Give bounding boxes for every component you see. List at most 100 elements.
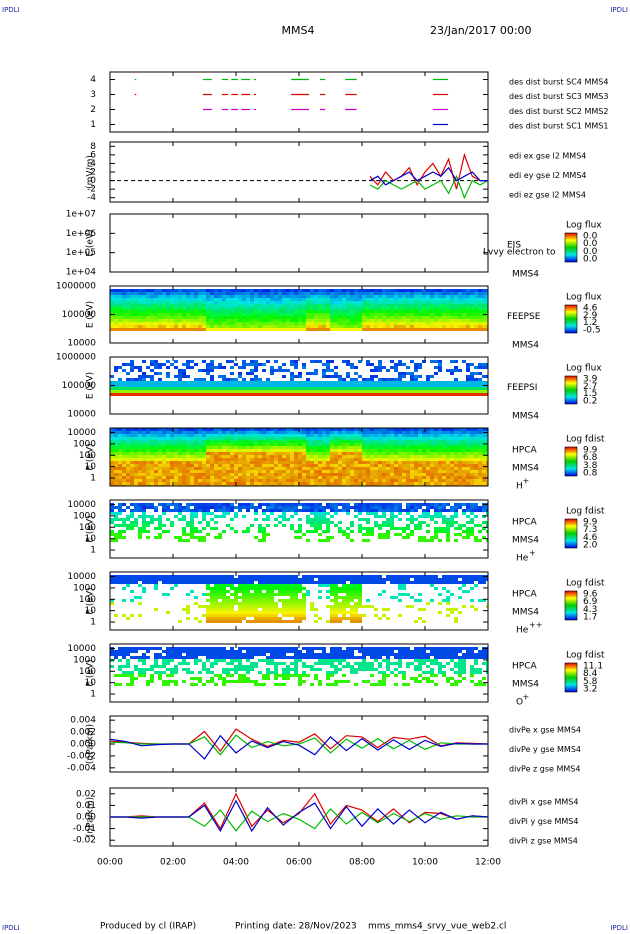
spectrogram-cell bbox=[382, 298, 386, 301]
spectrogram-cell bbox=[378, 307, 382, 310]
spectrogram-cell bbox=[110, 440, 114, 443]
spectrogram-cell bbox=[194, 443, 198, 446]
spectrogram-cell bbox=[458, 307, 462, 310]
spectrogram-cell bbox=[482, 482, 486, 485]
spectrogram-cell bbox=[122, 461, 126, 464]
spectrogram-cell bbox=[438, 363, 442, 366]
spectrogram-cell bbox=[130, 479, 134, 482]
spectrogram-cell bbox=[446, 289, 450, 292]
spectrogram-cell bbox=[258, 440, 262, 443]
spectrogram-cell bbox=[274, 470, 278, 473]
spectrogram-cell bbox=[110, 437, 114, 440]
spectrogram-cell bbox=[362, 527, 366, 530]
spectrogram-cell bbox=[362, 443, 366, 446]
spectrogram-cell bbox=[370, 307, 374, 310]
spectrogram-cell bbox=[242, 390, 246, 393]
spectrogram-cell bbox=[374, 479, 378, 482]
spectrogram-cell bbox=[434, 372, 438, 375]
spectrogram-cell bbox=[306, 431, 310, 434]
spectrogram-cell bbox=[170, 384, 174, 387]
spectrogram-cell bbox=[250, 390, 254, 393]
spectrogram-cell bbox=[210, 393, 214, 396]
spectrogram-cell bbox=[358, 393, 362, 396]
spectrogram-cell bbox=[114, 434, 118, 437]
spectrogram-cell bbox=[462, 360, 466, 363]
spectrogram-cell bbox=[266, 378, 270, 381]
spectrogram-cell bbox=[146, 437, 150, 440]
spectrogram-cell bbox=[178, 440, 182, 443]
spectrogram-cell bbox=[390, 473, 394, 476]
spacecraft-label: MMS4 bbox=[512, 412, 539, 422]
spectrogram-cell bbox=[290, 515, 294, 518]
spectrogram-cell bbox=[290, 375, 294, 378]
spectrogram-cell bbox=[122, 437, 126, 440]
spectrogram-cell bbox=[334, 319, 338, 322]
spectrogram-cell bbox=[462, 524, 466, 527]
spectrogram-cell bbox=[330, 536, 334, 539]
spectrogram-cell bbox=[470, 527, 474, 530]
y-axis-label: E (eV) bbox=[86, 229, 96, 256]
spectrogram-cell bbox=[154, 316, 158, 319]
spectrogram-cell bbox=[110, 533, 114, 536]
spectrogram-cell bbox=[382, 479, 386, 482]
spectrogram-cell bbox=[230, 446, 234, 449]
spectrogram-cell bbox=[410, 378, 414, 381]
spectrogram-cell bbox=[262, 307, 266, 310]
spectrogram-cell bbox=[170, 322, 174, 325]
spectrogram-cell bbox=[482, 289, 486, 292]
spectrogram-cell bbox=[302, 449, 306, 452]
spectrogram-cell bbox=[238, 393, 242, 396]
spectrogram-cell bbox=[334, 524, 338, 527]
spectrogram-cell bbox=[334, 428, 338, 431]
spectrogram-cell bbox=[214, 325, 218, 328]
spectrogram-cell bbox=[458, 390, 462, 393]
spectrogram-cell bbox=[186, 431, 190, 434]
spectrogram-cell bbox=[470, 473, 474, 476]
spectrogram-cell bbox=[478, 384, 482, 387]
spectrogram-cell bbox=[150, 434, 154, 437]
spectrogram-cell bbox=[222, 446, 226, 449]
spectrogram-cell bbox=[446, 316, 450, 319]
spectrogram-cell bbox=[198, 539, 202, 542]
spectrogram-cell bbox=[382, 506, 386, 509]
spectrogram-cell bbox=[242, 316, 246, 319]
spectrogram-cell bbox=[274, 381, 278, 384]
spectrogram-cell bbox=[438, 292, 442, 295]
spectrogram-cell bbox=[330, 470, 334, 473]
spectrogram-cell bbox=[462, 384, 466, 387]
spectrogram-cell bbox=[410, 381, 414, 384]
spectrogram-cell bbox=[318, 539, 322, 542]
spectrogram-cell bbox=[234, 515, 238, 518]
spectrogram-cell bbox=[218, 452, 222, 455]
spectrogram-cell bbox=[434, 325, 438, 328]
spectrogram-cell bbox=[162, 449, 166, 452]
spectrogram-cell bbox=[242, 455, 246, 458]
y-tick-label: -4 bbox=[87, 193, 96, 203]
spectrogram-cell bbox=[474, 470, 478, 473]
spectrogram-cell bbox=[254, 428, 258, 431]
spectrogram-cell bbox=[382, 428, 386, 431]
spectrogram-cell bbox=[418, 443, 422, 446]
y-tick-label: 4 bbox=[90, 159, 96, 169]
spectrogram-cell bbox=[278, 307, 282, 310]
spectrogram-cell bbox=[250, 449, 254, 452]
spectrogram-cell bbox=[478, 322, 482, 325]
spectrogram-cell bbox=[190, 393, 194, 396]
spectrogram-cell bbox=[358, 328, 362, 331]
spectrogram-cell bbox=[154, 434, 158, 437]
spectrogram-cell bbox=[114, 470, 118, 473]
spectrogram-cell bbox=[350, 467, 354, 470]
spectrogram-cell bbox=[358, 322, 362, 325]
spectrogram-cell bbox=[394, 527, 398, 530]
spectrogram-cell bbox=[306, 310, 310, 313]
spectrogram-cell bbox=[202, 307, 206, 310]
spectrogram-cell bbox=[226, 295, 230, 298]
spectrogram-cell bbox=[114, 440, 118, 443]
spectrogram-cell bbox=[434, 443, 438, 446]
spectrogram-cell bbox=[430, 482, 434, 485]
spectrogram-cell bbox=[358, 301, 362, 304]
y-tick-label: 1e+06 bbox=[66, 229, 97, 239]
spectrogram-cell bbox=[222, 476, 226, 479]
spectrogram-cell bbox=[178, 458, 182, 461]
spectrogram-cell bbox=[274, 387, 278, 390]
